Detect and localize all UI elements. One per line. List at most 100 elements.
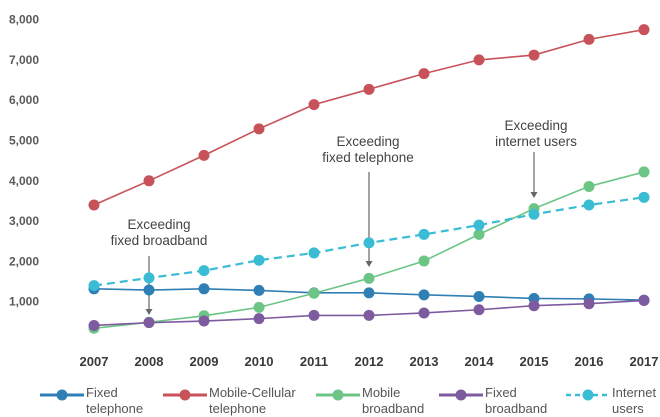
legend-label: Mobile: [362, 385, 400, 400]
data-point: [253, 301, 265, 313]
y-tick-label: 1,000: [9, 295, 39, 309]
annotation-arrow-head: [530, 192, 538, 198]
data-point: [363, 237, 375, 249]
legend-swatch-marker: [332, 389, 344, 401]
series-mobile-cellular-telephone: [88, 24, 650, 211]
data-point: [363, 272, 375, 284]
y-axis: 1,000 2,000 3,000 4,000 5,000 6,000 7,000 8,000: [9, 13, 39, 309]
data-point: [198, 149, 210, 161]
y-tick-label: 5,000: [9, 134, 39, 148]
data-point: [528, 49, 540, 61]
x-tick-label: 2016: [575, 354, 604, 369]
data-point: [143, 272, 155, 284]
annotation-text: fixed broadband: [111, 233, 208, 248]
x-tick-label: 2011: [300, 354, 328, 369]
plot-area: [88, 24, 650, 334]
legend-swatch-marker: [179, 389, 191, 401]
y-tick-label: 8,000: [9, 13, 39, 27]
legend-swatch-marker: [455, 389, 467, 401]
annotation-arrow-head: [365, 261, 373, 267]
data-point: [143, 317, 155, 329]
legend: FixedtelephoneMobile-CellulartelephoneMo…: [40, 385, 656, 416]
legend-label: Internet: [612, 385, 656, 400]
legend-label: Fixed: [86, 385, 118, 400]
data-point: [638, 294, 650, 306]
data-point: [638, 24, 650, 36]
data-point: [473, 290, 485, 302]
y-tick-label: 6,000: [9, 93, 39, 107]
data-point: [473, 304, 485, 316]
x-tick-label: 2008: [135, 354, 164, 369]
annotation-text: fixed telephone: [322, 150, 414, 165]
data-point: [253, 284, 265, 296]
annotation-text: Exceeding: [336, 134, 399, 149]
data-point: [473, 54, 485, 66]
x-tick-label: 2012: [355, 354, 384, 369]
data-point: [143, 284, 155, 296]
data-point: [143, 175, 155, 187]
data-point: [363, 83, 375, 95]
x-axis: 2007 2008 2009 2010 2011 2012 2013 2014 2015 2016…: [80, 354, 659, 369]
data-point: [88, 199, 100, 211]
data-point: [473, 228, 485, 240]
data-point: [253, 123, 265, 135]
data-point: [418, 68, 430, 80]
annotation-text: Exceeding: [127, 217, 190, 232]
legend-label: telephone: [209, 401, 266, 416]
x-tick-label: 2007: [80, 354, 109, 369]
data-point: [638, 191, 650, 203]
x-tick-label: 2009: [190, 354, 219, 369]
data-point: [473, 219, 485, 231]
y-tick-label: 3,000: [9, 214, 39, 228]
y-tick-label: 4,000: [9, 174, 39, 188]
x-tick-label: 2010: [245, 354, 274, 369]
data-point: [363, 287, 375, 299]
data-point: [198, 283, 210, 295]
legend-label: Fixed: [485, 385, 517, 400]
data-point: [583, 199, 595, 211]
legend-label: broadband: [362, 401, 424, 416]
x-tick-label: 2013: [410, 354, 439, 369]
y-tick-label: 7,000: [9, 53, 39, 67]
data-point: [308, 287, 320, 299]
y-tick-label: 2,000: [9, 254, 39, 268]
data-point: [583, 33, 595, 45]
data-point: [583, 298, 595, 310]
data-point: [638, 166, 650, 178]
legend-swatch-marker: [56, 389, 68, 401]
data-point: [253, 254, 265, 266]
data-point: [308, 309, 320, 321]
legend-label: broadband: [485, 401, 547, 416]
legend-swatch-marker: [582, 389, 594, 401]
series-fixed-broadband: [88, 294, 650, 331]
data-point: [308, 99, 320, 111]
x-tick-label: 2015: [520, 354, 549, 369]
data-point: [418, 228, 430, 240]
annotation-arrow-head: [145, 309, 153, 315]
data-point: [198, 265, 210, 277]
legend-label: Mobile-Cellular: [209, 385, 296, 400]
data-point: [198, 315, 210, 327]
data-point: [308, 247, 320, 259]
data-point: [363, 309, 375, 321]
data-point: [418, 255, 430, 267]
data-point: [528, 208, 540, 220]
data-point: [253, 313, 265, 325]
legend-label: telephone: [86, 401, 143, 416]
data-point: [418, 289, 430, 301]
data-point: [528, 300, 540, 312]
series-internet-users: [88, 191, 650, 292]
data-point: [88, 280, 100, 292]
x-tick-label: 2017: [630, 354, 659, 369]
x-tick-label: 2014: [465, 354, 495, 369]
data-point: [583, 180, 595, 192]
series-fixed-telephone: [88, 283, 650, 306]
annotation-text: internet users: [495, 134, 577, 149]
